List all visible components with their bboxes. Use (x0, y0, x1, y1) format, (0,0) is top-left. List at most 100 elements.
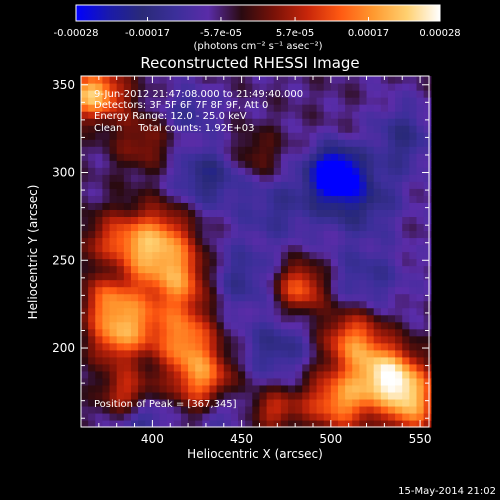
heatmap-cell (266, 125, 275, 133)
heatmap-cell (245, 237, 253, 246)
heatmap-cell (195, 202, 203, 210)
heatmap-cell (88, 104, 96, 112)
heatmap-cell (373, 167, 382, 175)
x-axis-label: Heliocentric X (arcsec) (187, 447, 323, 461)
heatmap-cell (88, 188, 96, 196)
heatmap-cell (230, 405, 239, 414)
heatmap-cell (288, 335, 296, 344)
heatmap-cell (295, 104, 303, 112)
heatmap-cell (366, 167, 375, 175)
heatmap-cell (330, 209, 339, 217)
heatmap-cell (302, 153, 311, 161)
heatmap-cell (309, 328, 318, 337)
heatmap-cell (423, 384, 432, 393)
heatmap-cell (423, 349, 432, 358)
heatmap-cell (159, 328, 168, 337)
heatmap-cell (352, 286, 360, 295)
heatmap-cell (223, 293, 232, 302)
heatmap-cell (266, 342, 275, 351)
heatmap-cell (88, 83, 96, 91)
heatmap-cell (302, 405, 311, 414)
heatmap-cell (216, 230, 225, 239)
heatmap-cell (380, 83, 389, 91)
heatmap-cell (245, 146, 253, 154)
heatmap-cell (102, 370, 111, 379)
heatmap-cell (95, 202, 104, 210)
heatmap-cell (123, 188, 132, 196)
heatmap-cell (387, 83, 396, 91)
heatmap-cell (252, 251, 261, 260)
heatmap-cell (88, 97, 96, 105)
heatmap-cell (230, 328, 239, 337)
heatmap-cell (387, 370, 396, 379)
heatmap-cell (88, 146, 96, 154)
heatmap-cell (302, 90, 311, 98)
heatmap-cell (166, 251, 175, 260)
colorbar-tick-label: -0.00017 (125, 28, 170, 39)
heatmap-cell (202, 244, 211, 253)
heatmap-cell (330, 181, 339, 189)
heatmap-cell (366, 146, 375, 154)
heatmap-cell (159, 181, 168, 189)
heatmap-cell (202, 356, 211, 365)
heatmap-cell (280, 307, 289, 316)
heatmap-cell (138, 76, 146, 84)
heatmap-cell (302, 181, 311, 189)
heatmap-cell (387, 104, 396, 112)
heatmap-cell (273, 356, 282, 365)
heatmap-cell (109, 188, 118, 196)
heatmap-cell (230, 153, 239, 161)
heatmap-cell (245, 286, 253, 295)
heatmap-cell (295, 237, 303, 246)
heatmap-cell (238, 384, 246, 393)
heatmap-cell (416, 370, 425, 379)
heatmap-cell (302, 167, 311, 175)
heatmap-cell (95, 293, 104, 302)
heatmap-cell (159, 265, 168, 274)
heatmap-cell (295, 307, 303, 316)
heatmap-cell (102, 377, 111, 386)
heatmap-cell (109, 293, 118, 302)
heatmap-cell (88, 237, 96, 246)
heatmap-cell (81, 300, 89, 309)
heatmap-cell (88, 349, 96, 358)
heatmap-cell (352, 272, 360, 281)
heatmap-cell (95, 377, 104, 386)
heatmap-cell (180, 223, 189, 232)
heatmap-cell (316, 328, 325, 337)
heatmap-cell (280, 237, 289, 246)
heatmap-cell (273, 230, 282, 239)
heatmap-cell (352, 244, 360, 253)
heatmap-cell (402, 230, 410, 239)
heatmap-cell (202, 160, 211, 168)
heatmap-cell (402, 307, 410, 316)
heatmap-cell (123, 293, 132, 302)
heatmap-cell (416, 174, 425, 182)
heatmap-cell (152, 97, 161, 105)
heatmap-cell (223, 83, 232, 91)
heatmap-cell (152, 307, 161, 316)
heatmap-cell (166, 181, 175, 189)
heatmap-cell (95, 405, 104, 414)
heatmap-cell (130, 132, 139, 140)
heatmap-cell (238, 230, 246, 239)
heatmap-cell (288, 139, 296, 147)
heatmap-cell (288, 349, 296, 358)
heatmap-cell (116, 216, 125, 225)
heatmap-cell (102, 174, 111, 182)
heatmap-cell (159, 293, 168, 302)
heatmap-cell (316, 188, 325, 196)
heatmap-cell (188, 237, 196, 246)
heatmap-cell (395, 230, 403, 239)
heatmap-cell (195, 342, 203, 351)
heatmap-cell (216, 104, 225, 112)
heatmap-cell (102, 265, 111, 274)
heatmap-cell (288, 391, 296, 400)
heatmap-cell (323, 153, 332, 161)
heatmap-cell (152, 195, 161, 203)
heatmap-cell (252, 125, 261, 133)
heatmap-cell (138, 146, 146, 154)
heatmap-cell (373, 174, 382, 182)
heatmap-cell (288, 209, 296, 217)
heatmap-cell (159, 349, 168, 358)
